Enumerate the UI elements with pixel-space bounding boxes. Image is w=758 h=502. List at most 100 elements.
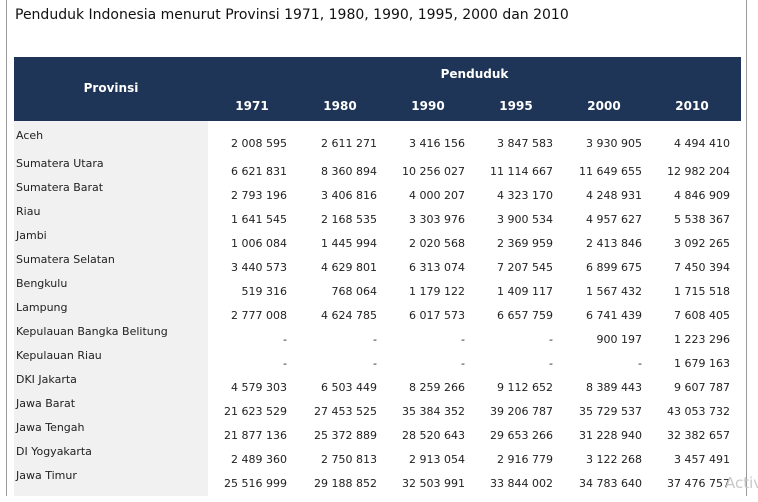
header-year-1990: 1990 (411, 99, 445, 113)
value-cell-1995: 2 369 959 (497, 237, 553, 250)
value-cell-1980: 2 611 271 (321, 137, 377, 150)
value-cell-1971: 1 006 084 (231, 237, 287, 250)
value-cell-1990: 35 384 352 (402, 405, 465, 418)
value-cell-2000: 31 228 940 (579, 429, 642, 442)
value-cell-2010: 4 494 410 (674, 137, 730, 150)
value-cell-2010: 1 715 518 (674, 285, 730, 298)
value-cell-2010: 37 476 757 (667, 477, 730, 490)
value-cell-1990: 32 503 991 (402, 477, 465, 490)
value-cell-2010: 3 092 265 (674, 237, 730, 250)
value-cell-2010: 9 607 787 (674, 381, 730, 394)
provinsi-cell: Sumatera Utara (16, 157, 104, 170)
value-cell-2000: 900 197 (596, 333, 643, 346)
value-cell-1971: 25 516 999 (224, 477, 287, 490)
provinsi-cell: DKI Jakarta (16, 373, 77, 386)
value-cell-2000: 8 389 443 (586, 381, 642, 394)
value-cell-1971: 2 777 008 (231, 309, 287, 322)
value-cell-2010: 32 382 657 (667, 429, 730, 442)
provinsi-cell: Jawa Barat (16, 397, 76, 410)
value-cell-1980: 3 406 816 (321, 189, 377, 202)
provinsi-cell: Kepulauan Bangka Belitung (16, 325, 168, 338)
value-cell-2010: 43 053 732 (667, 405, 730, 418)
value-cell-1980: 4 624 785 (321, 309, 377, 322)
value-cell-1990: 2 913 054 (409, 453, 465, 466)
value-cell-1971: 2 793 196 (231, 189, 287, 202)
value-cell-1980: 4 629 801 (321, 261, 377, 274)
activation-watermark: Activ (725, 474, 758, 492)
value-cell-1980: - (373, 357, 377, 370)
value-cell-2000: 2 413 846 (586, 237, 642, 250)
header-year-1995: 1995 (499, 99, 533, 113)
table-row: Bengkulu 519 316 768 064 1 179 122 1 409 117… (14, 277, 741, 301)
header-year-2000: 2000 (587, 99, 621, 113)
table-row: Aceh 2 008 595 2 611 271 3 416 156 3 847 583… (14, 129, 741, 153)
value-cell-1995: 3 847 583 (497, 137, 553, 150)
value-cell-1990: - (461, 357, 465, 370)
value-cell-1971: - (283, 333, 287, 346)
table-row: Riau 1 641 545 2 168 535 3 303 976 3 900 534… (14, 205, 741, 229)
value-cell-1990: - (461, 333, 465, 346)
value-cell-1990: 10 256 027 (402, 165, 465, 178)
value-cell-1995: 2 916 779 (497, 453, 553, 466)
header-year-2010: 2010 (675, 99, 709, 113)
table-row: Jawa Timur 25 516 999 29 188 852 32 503 991… (14, 469, 741, 493)
value-cell-1980: 6 503 449 (321, 381, 377, 394)
value-cell-1971: 3 440 573 (231, 261, 287, 274)
value-cell-2000: - (638, 357, 642, 370)
value-cell-1995: 39 206 787 (490, 405, 553, 418)
value-cell-1990: 6 313 074 (409, 261, 465, 274)
value-cell-2010: 4 846 909 (674, 189, 730, 202)
provinsi-cell: Kepulauan Riau (16, 349, 102, 362)
header-year-1971: 1971 (235, 99, 269, 113)
value-cell-1995: 7 207 545 (497, 261, 553, 274)
value-cell-2000: 6 741 439 (586, 309, 642, 322)
value-cell-1980: 27 453 525 (314, 405, 377, 418)
value-cell-1980: 29 188 852 (314, 477, 377, 490)
provinsi-cell: Sumatera Selatan (16, 253, 115, 266)
value-cell-2000: 3 930 905 (586, 137, 642, 150)
value-cell-1990: 3 416 156 (409, 137, 465, 150)
value-cell-2000: 34 783 640 (579, 477, 642, 490)
value-cell-1980: 2 750 813 (321, 453, 377, 466)
value-cell-1995: 33 844 002 (490, 477, 553, 490)
value-cell-2000: 4 957 627 (586, 213, 642, 226)
table-row: DI Yogyakarta 2 489 360 2 750 813 2 913 054… (14, 445, 741, 469)
value-cell-2000: 4 248 931 (586, 189, 642, 202)
table-title: Penduduk Indonesia menurut Provinsi 1971… (15, 7, 569, 23)
value-cell-1990: 6 017 573 (409, 309, 465, 322)
value-cell-1971: 21 623 529 (224, 405, 287, 418)
value-cell-1995: 6 657 759 (497, 309, 553, 322)
provinsi-cell: Jawa Tengah (16, 421, 85, 434)
value-cell-1995: 4 323 170 (497, 189, 553, 202)
value-cell-2010: 7 608 405 (674, 309, 730, 322)
table-row: Kepulauan Riau - - - - - 1 679 163 (14, 349, 741, 373)
value-cell-1995: - (549, 333, 553, 346)
value-cell-1995: 3 900 534 (497, 213, 553, 226)
value-cell-1990: 3 303 976 (409, 213, 465, 226)
value-cell-2010: 3 457 491 (674, 453, 730, 466)
value-cell-2000: 11 649 655 (579, 165, 642, 178)
value-cell-1971: 6 621 831 (231, 165, 287, 178)
value-cell-1971: 1 641 545 (231, 213, 287, 226)
value-cell-1995: 9 112 652 (497, 381, 553, 394)
table-row: Sumatera Selatan 3 440 573 4 629 801 6 313 … (14, 253, 741, 277)
value-cell-1995: 29 653 266 (490, 429, 553, 442)
value-cell-1971: 519 316 (241, 285, 288, 298)
value-cell-2000: 1 567 432 (586, 285, 642, 298)
value-cell-1971: 2 008 595 (231, 137, 287, 150)
value-cell-2000: 3 122 268 (586, 453, 642, 466)
value-cell-1980: 8 360 894 (321, 165, 377, 178)
provinsi-cell: Lampung (16, 301, 68, 314)
value-cell-1971: 2 489 360 (231, 453, 287, 466)
value-cell-1990: 2 020 568 (409, 237, 465, 250)
table-header: Provinsi Penduduk 1971 1980 1990 1995 20… (14, 57, 741, 121)
provinsi-column-background (14, 121, 208, 496)
header-provinsi: Provinsi (83, 81, 139, 95)
value-cell-1995: 1 409 117 (497, 285, 553, 298)
value-cell-1980: 1 445 994 (321, 237, 377, 250)
value-cell-1990: 8 259 266 (409, 381, 465, 394)
table-row: Kepulauan Bangka Belitung - - - - 900 197 1 22… (14, 325, 741, 349)
value-cell-1995: - (549, 357, 553, 370)
value-cell-2010: 12 982 204 (667, 165, 730, 178)
provinsi-cell: Riau (16, 205, 41, 218)
